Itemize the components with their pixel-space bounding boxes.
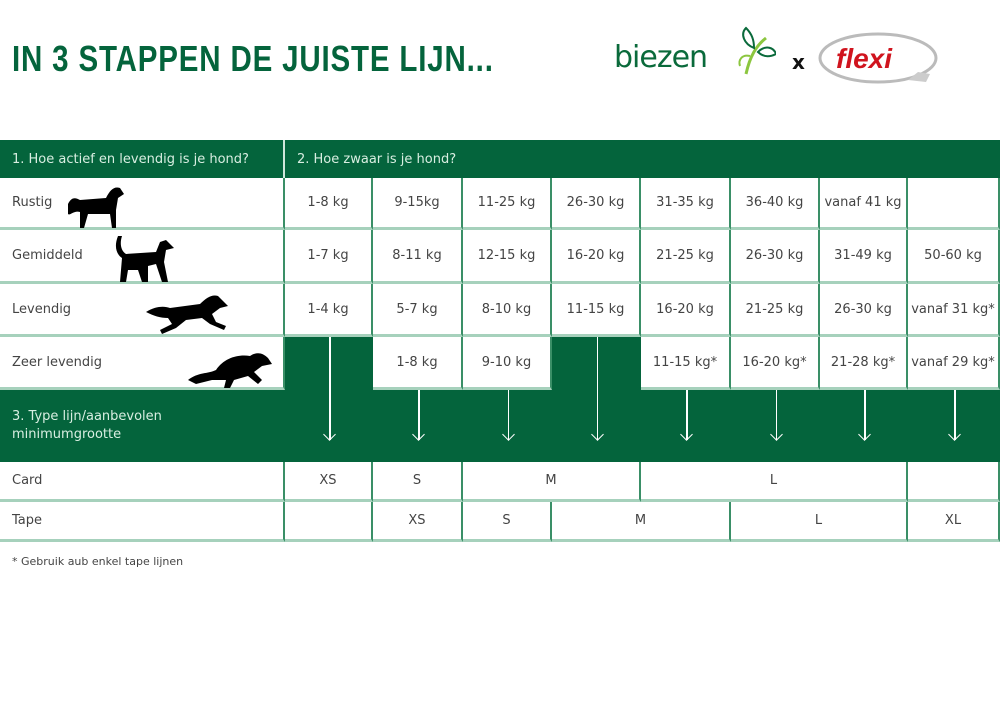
weight-cell: 31-35 kg — [641, 178, 731, 230]
tape-size-cell: L — [731, 502, 908, 542]
weight-cell: 8-11 kg — [373, 230, 463, 284]
flexi-logo: flexi — [818, 30, 940, 90]
page-title: In 3 stappen de juiste lijn... — [12, 38, 494, 79]
card-size-cell: XS — [285, 462, 373, 502]
weight-cell: 1-7 kg — [285, 230, 373, 284]
header-type: 3. Type lijn/aanbevolen minimumgrootte — [0, 390, 1000, 462]
weight-cell: 9-10 kg — [463, 337, 552, 390]
weight-cell: 36-40 kg — [731, 178, 820, 230]
weight-cell: 5-7 kg — [373, 284, 463, 337]
card-size-cell — [908, 462, 1000, 502]
footnote: * Gebruik aub enkel tape lijnen — [12, 555, 184, 568]
card-size-cell: L — [641, 462, 908, 502]
leaf-icon — [738, 26, 776, 75]
weight-cell: 21-25 kg — [641, 230, 731, 284]
weight-cell: 16-20 kg* — [731, 337, 820, 390]
weight-cell: 12-15 kg — [463, 230, 552, 284]
arrow-stem — [507, 390, 509, 440]
weight-cell — [908, 178, 1000, 230]
arrow-stem — [686, 390, 688, 440]
tape-size-cell: M — [552, 502, 731, 542]
weight-cell: 31-49 kg — [820, 230, 908, 284]
weight-cell: 21-25 kg — [731, 284, 820, 337]
standing-dog-icon — [66, 186, 126, 234]
card-size-cell: M — [463, 462, 641, 502]
weight-cell: 8-10 kg — [463, 284, 552, 337]
weight-cell: 26-30 kg — [552, 178, 641, 230]
weight-cell: vanaf 29 kg* — [908, 337, 1000, 390]
weight-cell: 16-20 kg — [641, 284, 731, 337]
biezen-logo: biezen — [614, 26, 776, 100]
weight-cell: 50-60 kg — [908, 230, 1000, 284]
sprinting-dog-icon — [188, 350, 272, 394]
tape-size-cell: XL — [908, 502, 1000, 542]
weight-cell: 26-30 kg — [731, 230, 820, 284]
row-label-rustig: Rustig — [0, 178, 285, 230]
tape-size-cell: XS — [373, 502, 463, 542]
row-label-card: Card — [0, 462, 285, 502]
weight-cell: 11-15 kg* — [641, 337, 731, 390]
arrow-stem — [775, 390, 777, 440]
weight-cell: 1-8 kg — [285, 178, 373, 230]
arrow-stem — [596, 337, 598, 440]
weight-cell: 1-4 kg — [285, 284, 373, 337]
header-type-label: 3. Type lijn/aanbevolen minimumgrootte — [12, 409, 162, 442]
header-activity: 1. Hoe actief en levendig is je hond? — [0, 140, 285, 178]
tape-size-cell — [285, 502, 373, 542]
weight-cell: 11-25 kg — [463, 178, 552, 230]
weight-cell: vanaf 31 kg* — [908, 284, 1000, 337]
weight-cell: 16-20 kg — [552, 230, 641, 284]
weight-cell: 11-15 kg — [552, 284, 641, 337]
weight-cell: 1-8 kg — [373, 337, 463, 390]
svg-text:flexi: flexi — [836, 43, 893, 74]
running-dog-icon — [146, 294, 230, 340]
weight-cell: vanaf 41 kg — [820, 178, 908, 230]
row-label-levendig: Levendig — [0, 284, 285, 337]
separator: x — [792, 50, 805, 74]
row-label-tape: Tape — [0, 502, 285, 542]
arrow-stem — [418, 390, 420, 440]
weight-cell: 21-28 kg* — [820, 337, 908, 390]
arrow-stem — [864, 390, 866, 440]
weight-cell: 9-15kg — [373, 178, 463, 230]
arrow-stem — [954, 390, 956, 440]
card-size-cell: S — [373, 462, 463, 502]
weight-cell: 26-30 kg — [820, 284, 908, 337]
tape-size-cell: S — [463, 502, 552, 542]
header-weight: 2. Hoe zwaar is je hond? — [285, 140, 1000, 178]
walking-dog-icon — [108, 236, 174, 288]
arrow-stem — [329, 337, 331, 440]
